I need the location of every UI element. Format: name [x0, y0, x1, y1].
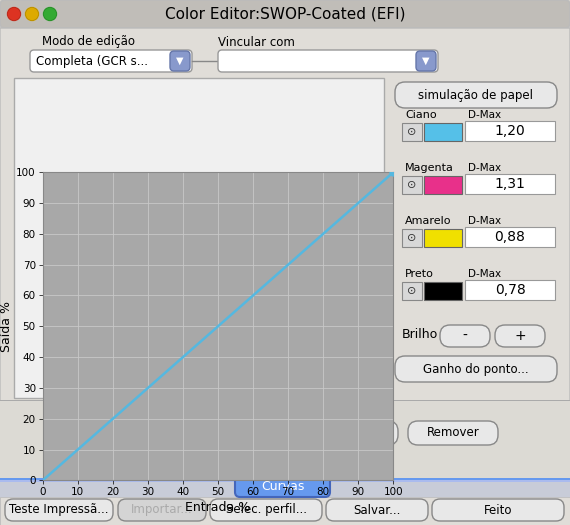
- FancyBboxPatch shape: [5, 499, 113, 521]
- FancyBboxPatch shape: [218, 50, 438, 72]
- Bar: [424, 176, 462, 194]
- Bar: [96, 422, 140, 444]
- Text: +: +: [514, 329, 526, 343]
- Bar: [0, 478, 570, 498]
- Text: Color Editor:SWOP-Coated (EFI): Color Editor:SWOP-Coated (EFI): [165, 6, 405, 22]
- Bar: [247, 422, 291, 444]
- Text: Modo de edição: Modo de edição: [42, 36, 135, 48]
- Bar: [0, 478, 570, 480]
- Y-axis label: Saída %: Saída %: [1, 301, 14, 352]
- Text: Teste Impressã...: Teste Impressã...: [9, 503, 109, 517]
- Bar: [402, 176, 422, 194]
- Text: Saída: Saída: [223, 408, 256, 422]
- Bar: [145, 422, 189, 444]
- FancyBboxPatch shape: [395, 82, 557, 108]
- FancyBboxPatch shape: [326, 499, 428, 521]
- Circle shape: [26, 7, 39, 20]
- Text: ⊙: ⊙: [408, 180, 417, 190]
- Bar: [14, 78, 384, 398]
- Text: 0,78: 0,78: [495, 283, 526, 297]
- FancyBboxPatch shape: [235, 475, 330, 497]
- Text: Completa (GCR s...: Completa (GCR s...: [36, 55, 148, 68]
- FancyBboxPatch shape: [416, 51, 436, 71]
- Bar: [0, 497, 570, 525]
- Bar: [0, 400, 570, 478]
- Text: ⊙: ⊙: [408, 233, 417, 243]
- Text: Ganho do ponto...: Ganho do ponto...: [423, 362, 529, 375]
- Text: Vincular com: Vincular com: [218, 36, 295, 48]
- FancyBboxPatch shape: [395, 356, 557, 382]
- FancyBboxPatch shape: [118, 499, 206, 521]
- Text: Selec. perfil...: Selec. perfil...: [226, 503, 307, 517]
- Text: Curvas: Curvas: [261, 479, 304, 492]
- Text: 0,88: 0,88: [495, 230, 526, 244]
- FancyBboxPatch shape: [30, 50, 192, 72]
- X-axis label: Entrada %: Entrada %: [185, 501, 251, 514]
- FancyBboxPatch shape: [432, 499, 564, 521]
- Text: ⊙: ⊙: [408, 127, 417, 137]
- Text: D-Max: D-Max: [468, 163, 501, 173]
- Text: ▼: ▼: [422, 56, 430, 66]
- Circle shape: [7, 7, 21, 20]
- FancyBboxPatch shape: [210, 499, 322, 521]
- Text: Brilho: Brilho: [402, 329, 438, 341]
- Bar: [465, 227, 555, 247]
- Text: 1,20: 1,20: [495, 124, 526, 138]
- FancyBboxPatch shape: [495, 325, 545, 347]
- Text: ⊙: ⊙: [408, 286, 417, 296]
- Bar: [465, 121, 555, 141]
- Text: ▼: ▼: [176, 56, 184, 66]
- Bar: [402, 282, 422, 300]
- Bar: [424, 229, 462, 247]
- Text: Ciano: Ciano: [405, 110, 437, 120]
- Text: D-Max: D-Max: [468, 216, 501, 226]
- Text: Magenta: Magenta: [405, 163, 454, 173]
- Text: Feito: Feito: [484, 503, 512, 517]
- Text: -: -: [463, 329, 467, 343]
- Circle shape: [43, 7, 56, 20]
- Bar: [465, 174, 555, 194]
- Bar: [465, 280, 555, 300]
- Text: Importar...: Importar...: [131, 503, 193, 517]
- Text: Entrada: Entrada: [115, 408, 161, 422]
- FancyBboxPatch shape: [408, 421, 498, 445]
- Text: Adicionar: Adicionar: [321, 426, 377, 439]
- Bar: [0, 480, 570, 482]
- Bar: [402, 229, 422, 247]
- Text: Remover: Remover: [426, 426, 479, 439]
- Text: Preto: Preto: [405, 269, 434, 279]
- Text: Salvar...: Salvar...: [353, 503, 401, 517]
- FancyBboxPatch shape: [0, 0, 570, 28]
- FancyBboxPatch shape: [170, 51, 190, 71]
- Text: 1,31: 1,31: [495, 177, 526, 191]
- Text: Amarelo: Amarelo: [405, 216, 451, 226]
- Text: D-Max: D-Max: [468, 269, 501, 279]
- Bar: [424, 123, 462, 141]
- Bar: [402, 123, 422, 141]
- Bar: [424, 282, 462, 300]
- Text: D-Max: D-Max: [468, 110, 501, 120]
- Bar: [198, 422, 242, 444]
- FancyBboxPatch shape: [300, 421, 398, 445]
- Text: simulação de papel: simulação de papel: [418, 89, 534, 101]
- Bar: [0, 400, 570, 401]
- FancyBboxPatch shape: [440, 325, 490, 347]
- FancyBboxPatch shape: [0, 28, 570, 525]
